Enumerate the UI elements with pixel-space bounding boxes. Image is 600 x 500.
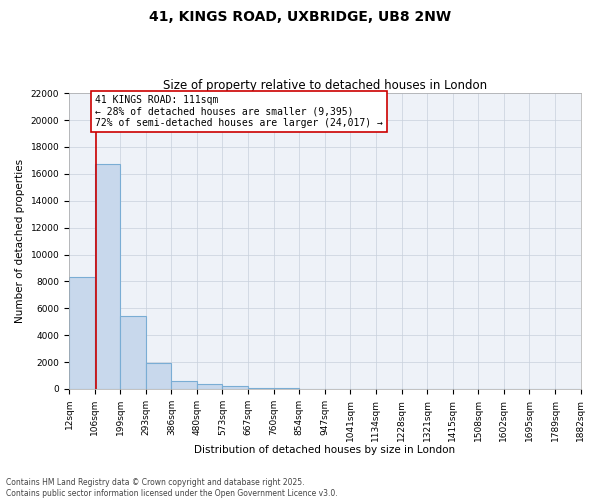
Bar xyxy=(120,316,146,389)
Bar xyxy=(172,381,197,389)
Bar xyxy=(223,386,248,389)
X-axis label: Distribution of detached houses by size in London: Distribution of detached houses by size … xyxy=(194,445,455,455)
Bar xyxy=(69,278,95,389)
Bar xyxy=(248,388,274,389)
Text: Contains HM Land Registry data © Crown copyright and database right 2025.
Contai: Contains HM Land Registry data © Crown c… xyxy=(6,478,338,498)
Bar xyxy=(274,388,299,389)
Y-axis label: Number of detached properties: Number of detached properties xyxy=(15,159,25,323)
Bar xyxy=(95,164,120,389)
Text: 41 KINGS ROAD: 111sqm
← 28% of detached houses are smaller (9,395)
72% of semi-d: 41 KINGS ROAD: 111sqm ← 28% of detached … xyxy=(95,94,383,128)
Title: Size of property relative to detached houses in London: Size of property relative to detached ho… xyxy=(163,79,487,92)
Bar xyxy=(146,364,172,389)
Text: 41, KINGS ROAD, UXBRIDGE, UB8 2NW: 41, KINGS ROAD, UXBRIDGE, UB8 2NW xyxy=(149,10,451,24)
Bar xyxy=(197,384,223,389)
